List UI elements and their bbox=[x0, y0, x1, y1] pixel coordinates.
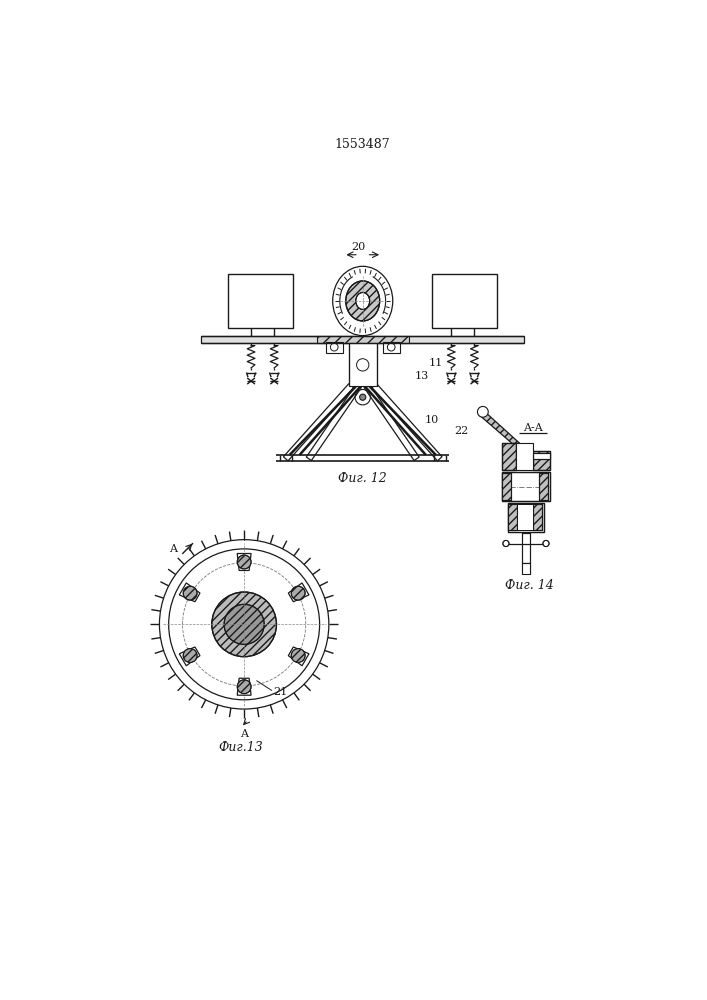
Bar bbox=[432, 274, 498, 328]
Circle shape bbox=[238, 555, 251, 569]
Circle shape bbox=[238, 680, 251, 694]
Circle shape bbox=[360, 394, 366, 400]
Bar bbox=[502, 443, 516, 470]
Polygon shape bbox=[372, 384, 442, 461]
Bar bbox=[533, 504, 542, 530]
Circle shape bbox=[212, 592, 276, 657]
Bar bbox=[502, 472, 550, 501]
Ellipse shape bbox=[333, 266, 393, 336]
Text: Фиг. 14: Фиг. 14 bbox=[505, 579, 554, 592]
Text: A: A bbox=[169, 544, 177, 554]
Bar bbox=[382, 342, 399, 353]
Bar bbox=[326, 342, 343, 353]
Bar bbox=[533, 504, 542, 530]
Circle shape bbox=[169, 549, 320, 700]
Ellipse shape bbox=[346, 281, 380, 321]
Bar bbox=[539, 473, 549, 500]
Bar bbox=[533, 453, 550, 459]
Bar bbox=[508, 504, 518, 530]
Polygon shape bbox=[180, 583, 200, 602]
Bar bbox=[502, 473, 511, 500]
Text: A: A bbox=[240, 729, 248, 739]
Bar bbox=[522, 533, 530, 563]
Bar bbox=[317, 336, 409, 343]
Bar bbox=[518, 504, 533, 530]
Bar bbox=[533, 453, 550, 459]
Text: 10: 10 bbox=[424, 415, 438, 425]
Circle shape bbox=[224, 604, 264, 644]
Bar bbox=[502, 472, 550, 501]
Bar bbox=[508, 503, 544, 532]
Polygon shape bbox=[284, 384, 354, 461]
Text: 22: 22 bbox=[455, 426, 469, 436]
Circle shape bbox=[183, 586, 197, 600]
Bar bbox=[516, 443, 533, 470]
Polygon shape bbox=[478, 414, 520, 443]
Polygon shape bbox=[288, 583, 309, 602]
Circle shape bbox=[543, 540, 549, 547]
Text: 11: 11 bbox=[428, 358, 443, 368]
Bar bbox=[201, 336, 525, 343]
Text: 1553487: 1553487 bbox=[335, 138, 390, 151]
Bar bbox=[349, 343, 377, 386]
Circle shape bbox=[503, 540, 509, 547]
Text: Фиг.13: Фиг.13 bbox=[218, 741, 263, 754]
Bar bbox=[228, 274, 293, 328]
Bar bbox=[508, 503, 544, 532]
Bar bbox=[502, 443, 516, 470]
Circle shape bbox=[291, 649, 305, 662]
Polygon shape bbox=[238, 678, 251, 695]
Text: 13: 13 bbox=[415, 371, 429, 381]
Text: A-A: A-A bbox=[523, 423, 543, 433]
Circle shape bbox=[477, 406, 489, 417]
Ellipse shape bbox=[356, 292, 370, 309]
Polygon shape bbox=[364, 384, 419, 461]
Circle shape bbox=[291, 586, 305, 600]
Bar bbox=[533, 451, 550, 470]
Bar bbox=[522, 533, 530, 563]
Bar bbox=[516, 443, 533, 470]
Bar bbox=[508, 504, 518, 530]
Bar bbox=[518, 504, 533, 530]
Circle shape bbox=[183, 649, 197, 662]
Text: 20: 20 bbox=[352, 242, 366, 252]
Text: Фиг. 12: Фиг. 12 bbox=[339, 472, 387, 485]
Bar bbox=[502, 473, 511, 500]
Text: 21: 21 bbox=[274, 687, 288, 697]
Polygon shape bbox=[238, 554, 251, 570]
Polygon shape bbox=[306, 384, 361, 461]
Bar bbox=[539, 473, 549, 500]
Bar bbox=[533, 451, 550, 470]
Polygon shape bbox=[180, 647, 200, 666]
Bar bbox=[522, 563, 530, 574]
Polygon shape bbox=[288, 647, 309, 666]
